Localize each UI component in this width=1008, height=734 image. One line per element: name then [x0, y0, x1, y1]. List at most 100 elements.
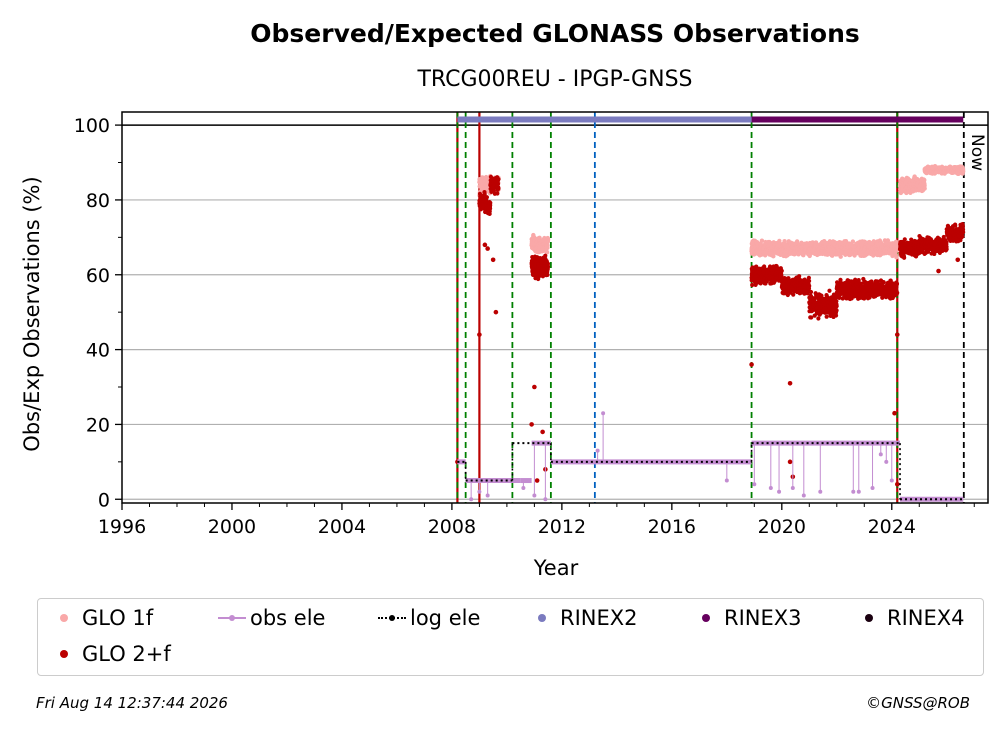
y-tick-label: 80	[86, 190, 110, 212]
obs-ele-dip-point	[485, 493, 490, 498]
footer-credit: ©GNSS@ROB	[866, 694, 970, 712]
glo-2f-outlier	[894, 332, 900, 337]
glo-1f-point	[922, 186, 927, 191]
glo-2f-point	[834, 304, 839, 309]
glo-2f-outlier	[493, 309, 499, 315]
chart-title: Observed/Expected GLONASS Observations	[250, 19, 860, 48]
glo-2f-point	[806, 278, 812, 284]
glo-1f-point	[922, 177, 927, 183]
event-lines	[456, 112, 965, 503]
glo-2f-point	[808, 289, 814, 295]
glo-1f-point	[544, 250, 550, 255]
obs-ele-dip-point	[724, 478, 729, 483]
obs-ele-dip-point	[801, 493, 806, 498]
legend-label: RINEX3	[724, 606, 802, 630]
glo-2f-point	[779, 268, 784, 274]
glo-2f-outlier	[532, 384, 537, 390]
legend-dot-icon	[50, 641, 78, 667]
chart-subtitle: TRCG00REU - IPGP-GNSS	[416, 67, 692, 92]
legend-item-log-ele: log ele	[378, 605, 480, 631]
footer-timestamp: Fri Aug 14 12:37:44 2026	[36, 694, 228, 712]
obs-ele-dip-point	[856, 489, 861, 494]
obs-ele-dip-point	[532, 493, 537, 498]
glo-2f-outlier	[955, 257, 961, 263]
glo-2f-point	[960, 234, 965, 239]
glo-2f-outlier	[787, 459, 793, 465]
x-tick-label: 2020	[758, 516, 806, 538]
glo-2f-point	[961, 230, 966, 235]
glo-1f-point	[759, 238, 765, 243]
x-tick-label: 2024	[868, 516, 916, 538]
grid-lines	[122, 124, 988, 500]
glo-2f-point	[833, 313, 839, 318]
glo-2f-outlier	[490, 257, 496, 263]
legend-label: GLO 1f	[82, 606, 154, 630]
glo-2f-point	[816, 316, 821, 321]
y-axis-label: Obs/Exp Observations (%)	[20, 176, 44, 451]
glo-2f-outlier	[892, 410, 897, 416]
glo-2f-outlier	[936, 268, 941, 274]
glo-2f-outlier	[482, 242, 488, 248]
legend-dot-icon	[50, 605, 78, 631]
legend-item-rinex3: RINEX3	[692, 605, 802, 631]
legend-dot-icon	[528, 605, 556, 631]
x-tick-label: 2008	[428, 516, 476, 538]
obs-ele-dip-point	[601, 411, 606, 416]
legend-dot-icon	[692, 605, 720, 631]
glo-2f-outlier	[894, 481, 900, 487]
data-points	[455, 164, 966, 487]
x-axis-label: Year	[533, 556, 579, 580]
glo-1f-point	[960, 169, 966, 174]
glo-2f-point	[496, 177, 501, 182]
glo-2f-outlier	[485, 246, 490, 251]
glo-1f-point	[850, 239, 856, 244]
glo-2f-outlier	[534, 478, 540, 483]
glo-2f-point	[545, 264, 551, 269]
obs-ele-dip-point	[889, 478, 894, 483]
glo-2f-point	[495, 191, 500, 196]
legend-label: GLO 2+f	[82, 642, 171, 666]
x-tick-label: 2016	[648, 516, 696, 538]
legend-item-rinex4: RINEX4	[855, 605, 965, 631]
legend-item-glo-2f: GLO 2+f	[50, 641, 171, 667]
y-tick-label: 40	[86, 340, 110, 362]
glo-2f-point	[895, 290, 900, 295]
glo-2f-point	[496, 186, 501, 191]
legend-line-icon	[218, 605, 246, 631]
legend-label: obs ele	[250, 606, 326, 630]
obs-ele-dip-point	[477, 489, 482, 494]
legend-label: log ele	[410, 606, 481, 630]
legend-item-obs-ele: obs ele	[218, 605, 325, 631]
glo-2f-point	[944, 239, 949, 245]
glo-2f-point	[484, 195, 490, 200]
glo-2f-point	[944, 247, 949, 252]
obs-ele-dip-point	[884, 459, 889, 464]
glo-2f-point	[545, 272, 550, 277]
glo-2f-point	[824, 314, 829, 319]
glo-1f-point	[885, 238, 891, 243]
x-tick-label: 2000	[208, 516, 256, 538]
legend-dotted-icon	[378, 605, 406, 631]
glo-2f-point	[827, 288, 832, 293]
glo-2f-outlier	[540, 429, 545, 435]
y-tick-label: 0	[98, 489, 110, 511]
obs-ele-dip-point	[777, 489, 782, 494]
y-tick-label: 100	[74, 115, 110, 137]
glo-2f-point	[807, 283, 812, 289]
glo-2f-outlier	[749, 362, 754, 367]
legend-label: RINEX4	[887, 606, 965, 630]
obs-ele-dip-point	[469, 497, 474, 502]
glo-2f-point	[894, 281, 900, 286]
glo-2f-point	[834, 308, 839, 313]
glo-2f-point	[902, 237, 907, 242]
glo-2f-outlier	[529, 422, 534, 427]
glo-1f-point	[545, 237, 551, 242]
glo-1f-point	[894, 255, 899, 260]
glo-1f-point	[545, 243, 550, 248]
glo-2f-point	[869, 279, 874, 284]
y-tick-label: 20	[86, 414, 110, 436]
glo-1f-point	[771, 254, 776, 259]
x-tick-label: 2004	[318, 516, 366, 538]
glo-1f-point	[838, 254, 843, 259]
glo-2f-point	[881, 280, 886, 285]
